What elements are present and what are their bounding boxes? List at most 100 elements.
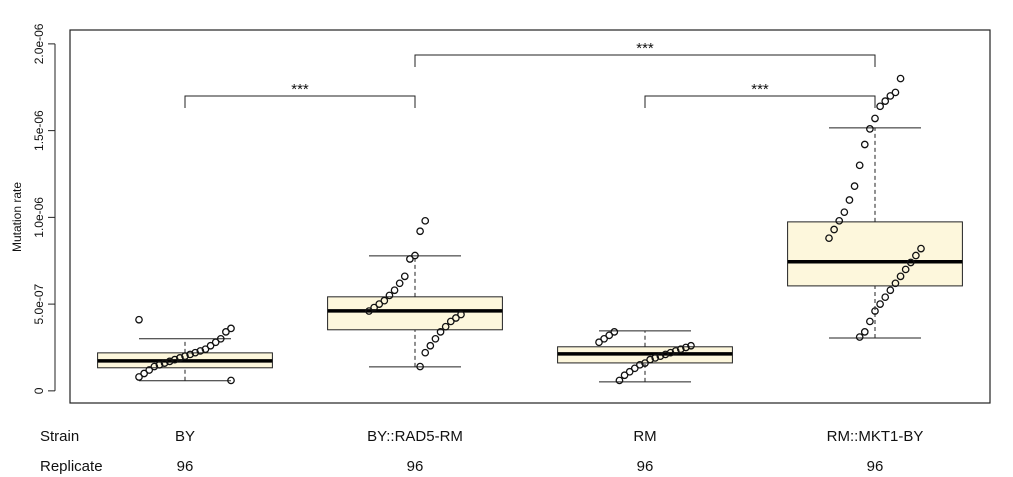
row-label: Strain	[40, 428, 79, 445]
category-label: BY::RAD5-RM	[367, 428, 463, 445]
point	[666, 348, 675, 357]
point	[145, 366, 154, 374]
point	[620, 371, 629, 380]
significance-bracket	[184, 95, 416, 108]
point	[140, 369, 148, 378]
point	[860, 140, 869, 149]
point	[201, 345, 210, 354]
point	[855, 161, 864, 170]
point	[912, 251, 920, 260]
point	[682, 343, 690, 352]
point	[227, 376, 235, 385]
point	[850, 182, 859, 190]
point	[385, 291, 394, 300]
box	[787, 221, 963, 287]
replicate-count: 96	[867, 458, 884, 475]
point	[630, 364, 639, 373]
point	[917, 244, 925, 253]
point	[876, 102, 884, 111]
replicate-count: 96	[637, 458, 654, 475]
point	[170, 355, 179, 364]
point	[186, 350, 194, 359]
point	[871, 114, 879, 123]
category-label: RM	[633, 428, 656, 445]
y-tick-label: 0	[32, 387, 46, 394]
point	[441, 322, 450, 331]
point	[896, 74, 905, 83]
point	[411, 251, 419, 260]
y-tick-label: 1.0e-06	[32, 197, 46, 238]
point	[901, 265, 910, 274]
point	[370, 303, 378, 312]
point	[457, 310, 465, 319]
point	[881, 293, 890, 302]
point	[365, 307, 373, 315]
category-label: BY	[175, 428, 195, 445]
point	[636, 360, 644, 369]
point	[452, 314, 460, 322]
point	[886, 286, 895, 295]
significance-label: ***	[291, 81, 309, 98]
point	[431, 334, 440, 343]
point	[222, 328, 230, 336]
point	[860, 328, 869, 336]
point	[676, 345, 685, 354]
point	[380, 296, 389, 305]
point	[906, 258, 915, 267]
point	[871, 307, 879, 315]
point	[891, 88, 900, 97]
point	[610, 328, 619, 336]
replicate-count: 96	[177, 458, 194, 475]
plot-frame	[69, 29, 991, 404]
replicate-count: 96	[407, 458, 424, 475]
point	[216, 334, 225, 343]
point	[866, 317, 874, 326]
box	[327, 296, 503, 331]
category-label: RM::MKT1-BY	[827, 428, 924, 445]
y-tick-label: 1.5e-06	[32, 110, 46, 151]
point	[641, 359, 649, 367]
point	[135, 315, 143, 324]
point	[400, 272, 409, 281]
point	[395, 279, 404, 288]
point	[671, 347, 680, 355]
point	[891, 279, 900, 288]
point	[421, 348, 430, 357]
point	[436, 328, 445, 336]
point	[625, 367, 634, 376]
point	[446, 317, 455, 326]
point	[600, 334, 608, 343]
point	[421, 216, 430, 225]
point	[595, 338, 603, 347]
point	[206, 341, 215, 350]
significance-bracket	[414, 54, 876, 67]
point	[181, 352, 189, 361]
point	[605, 331, 614, 340]
point	[825, 234, 833, 243]
significance-bracket	[644, 95, 876, 108]
point	[830, 225, 838, 234]
point	[876, 300, 884, 308]
point	[191, 348, 200, 357]
significance-label: ***	[636, 40, 654, 57]
point	[211, 338, 220, 347]
point	[881, 97, 890, 105]
point	[646, 355, 654, 364]
point	[375, 300, 384, 308]
point	[651, 354, 660, 362]
row-label: Replicate	[40, 458, 103, 475]
point	[150, 362, 159, 371]
point	[135, 373, 143, 381]
point	[896, 272, 905, 281]
point	[176, 354, 184, 362]
point	[840, 208, 849, 217]
point	[656, 352, 665, 361]
point	[835, 216, 844, 225]
y-tick-label: 5.0e-07	[32, 283, 46, 324]
point	[615, 376, 624, 385]
point	[886, 92, 895, 100]
point	[165, 357, 174, 366]
point	[426, 341, 435, 350]
point	[416, 362, 424, 371]
